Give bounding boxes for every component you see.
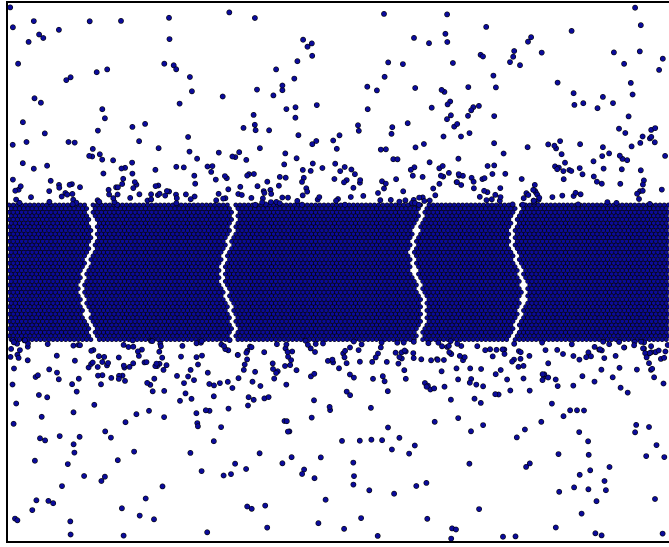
- particle: [229, 209, 234, 215]
- particle: [224, 202, 230, 208]
- particle: [510, 209, 516, 215]
- particle: [227, 206, 232, 211]
- particle: [84, 206, 90, 211]
- particle: [82, 209, 87, 215]
- particle: [84, 213, 90, 219]
- particle: [512, 206, 518, 211]
- particle-group: [6, 4, 669, 542]
- particle: [82, 202, 87, 208]
- particle: [666, 202, 669, 208]
- particle: [413, 209, 419, 215]
- particle: [666, 209, 669, 215]
- particle: [663, 206, 669, 211]
